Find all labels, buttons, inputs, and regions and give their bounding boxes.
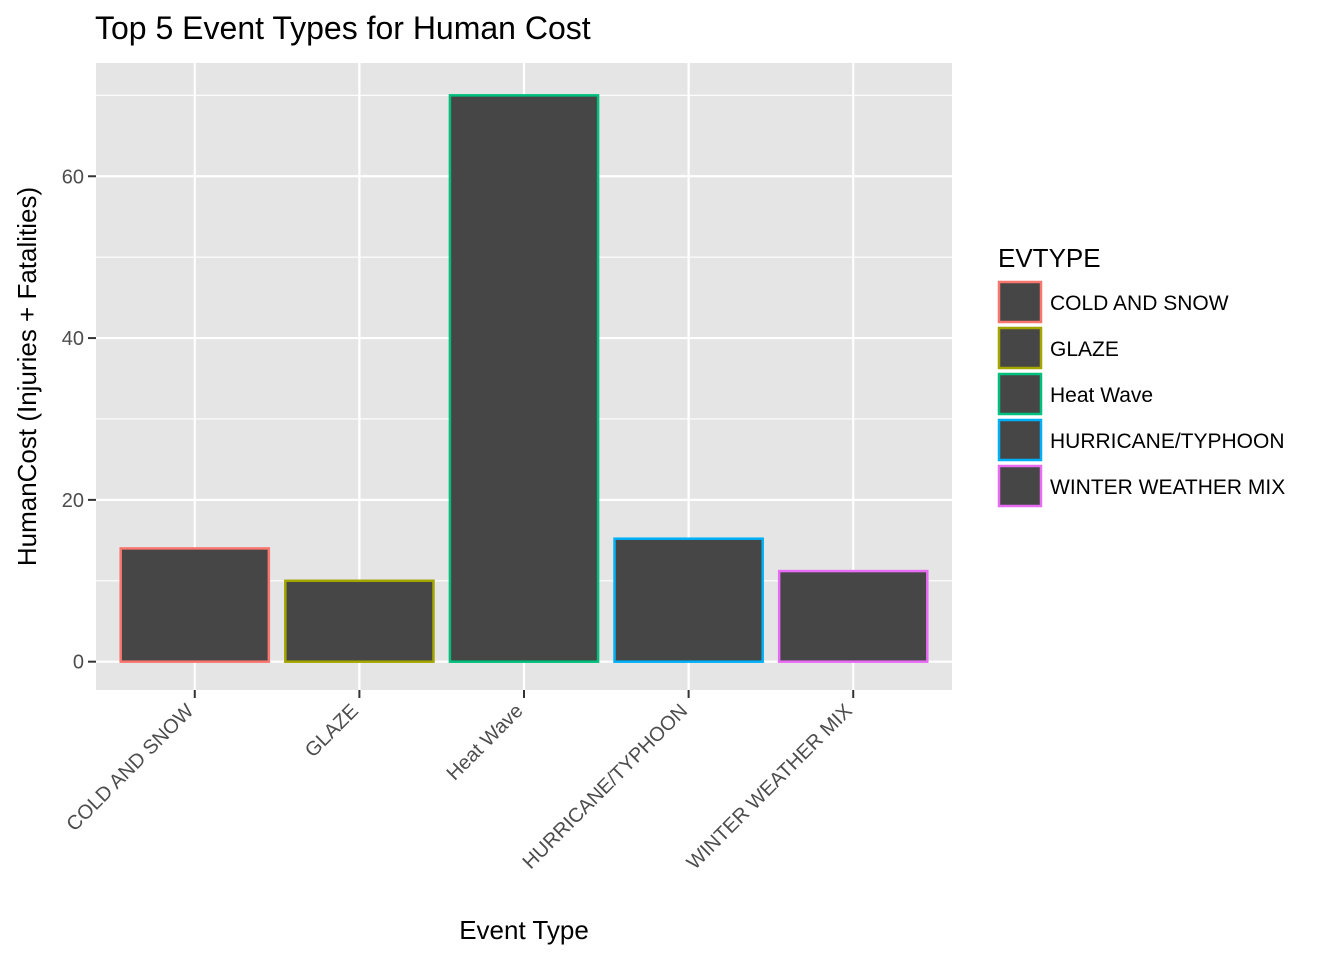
legend-key <box>997 372 1043 416</box>
x-tick-label: Heat Wave <box>443 700 528 785</box>
legend-label: COLD AND SNOW <box>1050 292 1229 315</box>
y-axis: 0 20 40 60 <box>62 166 96 674</box>
y-tick-label: 60 <box>62 166 84 188</box>
bar <box>777 569 929 663</box>
bar <box>119 547 271 663</box>
legend-label: HURRICANE/TYPHOON <box>1050 430 1285 453</box>
legend-label: GLAZE <box>1050 338 1119 361</box>
y-axis-title: HumanCost (Injuries + Fatalities) <box>12 187 42 566</box>
y-tick-label: 40 <box>62 328 84 350</box>
x-tick-label: HURRICANE/TYPHOON <box>519 700 692 873</box>
y-tick-label: 20 <box>62 490 84 512</box>
x-axis: COLD AND SNOW GLAZE Heat WaveHURRICANE/TYP… <box>63 690 857 874</box>
bars <box>119 94 929 663</box>
x-tick-label: GLAZE <box>301 700 363 762</box>
legend-key <box>997 418 1043 462</box>
legend-label: WINTER WEATHER MIX <box>1050 476 1285 499</box>
bar <box>613 537 764 663</box>
x-tick-label: WINTER WEATHER MIX <box>683 700 857 874</box>
legend-key <box>997 464 1043 508</box>
y-tick-label: 0 <box>73 652 84 674</box>
chart-title: Top 5 Event Types for Human Cost <box>95 10 591 46</box>
legend-key <box>997 280 1043 324</box>
bar <box>448 94 600 663</box>
legend-title: EVTYPE <box>998 243 1101 273</box>
x-axis-title: Event Type <box>459 915 589 945</box>
legend: EVTYPE COLD AND SNOW GLAZE Heat Wave HURRIC… <box>997 243 1285 508</box>
legend-label: Heat Wave <box>1050 384 1153 407</box>
legend-key <box>997 326 1043 370</box>
x-tick-label: COLD AND SNOW <box>63 700 199 836</box>
bar <box>284 579 435 663</box>
